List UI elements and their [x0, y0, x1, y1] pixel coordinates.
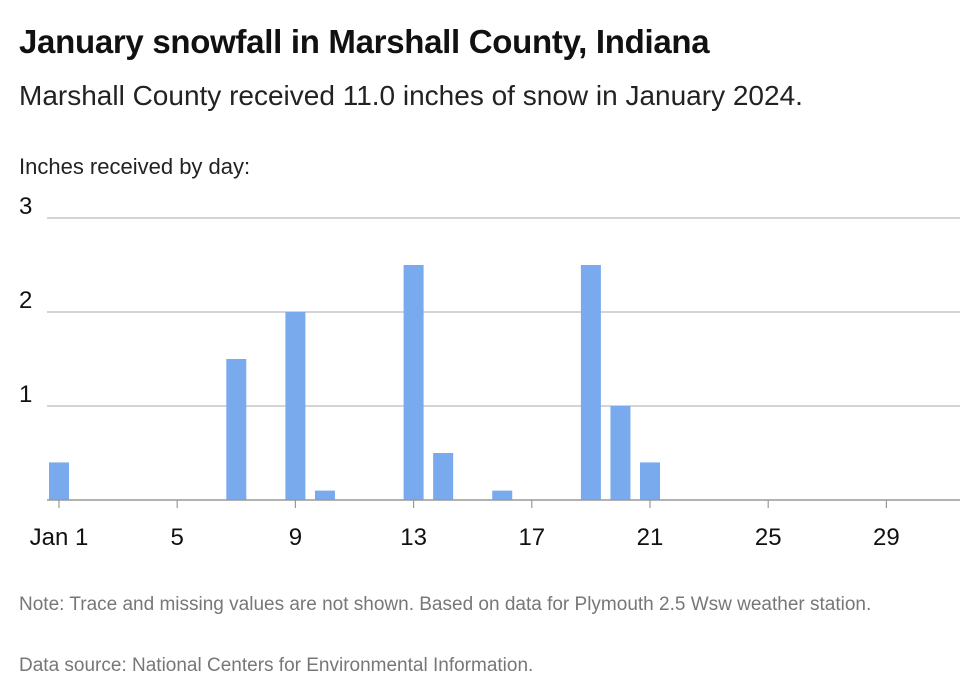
snowfall-bar-chart: 1 2 3 Jan 1 5 9 13 17 21 25 29 — [19, 195, 960, 551]
bar — [492, 490, 513, 500]
data-source: Data source: National Centers for Enviro… — [19, 655, 534, 676]
bar — [580, 265, 601, 500]
y-tick-label: 2 — [19, 287, 32, 314]
x-tick-label: 17 — [518, 524, 545, 551]
axes: 1 2 3 Jan 1 5 9 13 17 21 25 29 — [19, 195, 960, 551]
chart-title: January snowfall in Marshall County, Ind… — [19, 23, 710, 60]
bars — [49, 265, 660, 500]
bar — [610, 406, 631, 500]
bar — [640, 462, 660, 500]
x-tick-label: 9 — [289, 524, 302, 551]
bar — [49, 462, 69, 500]
chart-note: Note: Trace and missing values are not s… — [19, 594, 872, 615]
gridlines — [47, 217, 960, 407]
x-tick-label: Jan 1 — [30, 524, 89, 551]
x-tick-label: 13 — [400, 524, 427, 551]
bar — [403, 265, 424, 500]
y-axis-label: Inches received by day: — [19, 154, 251, 179]
bar — [226, 359, 247, 500]
bar — [314, 490, 335, 500]
bar — [433, 453, 454, 500]
x-tick-label: 5 — [171, 524, 184, 551]
bar — [285, 312, 306, 500]
y-tick-label: 3 — [19, 195, 32, 220]
x-tick-label: 25 — [755, 524, 782, 551]
x-tick-label: 29 — [873, 524, 900, 551]
chart-subtitle: Marshall County received 11.0 inches of … — [19, 80, 803, 111]
x-tick-label: 21 — [637, 524, 664, 551]
y-tick-label: 1 — [19, 381, 32, 408]
